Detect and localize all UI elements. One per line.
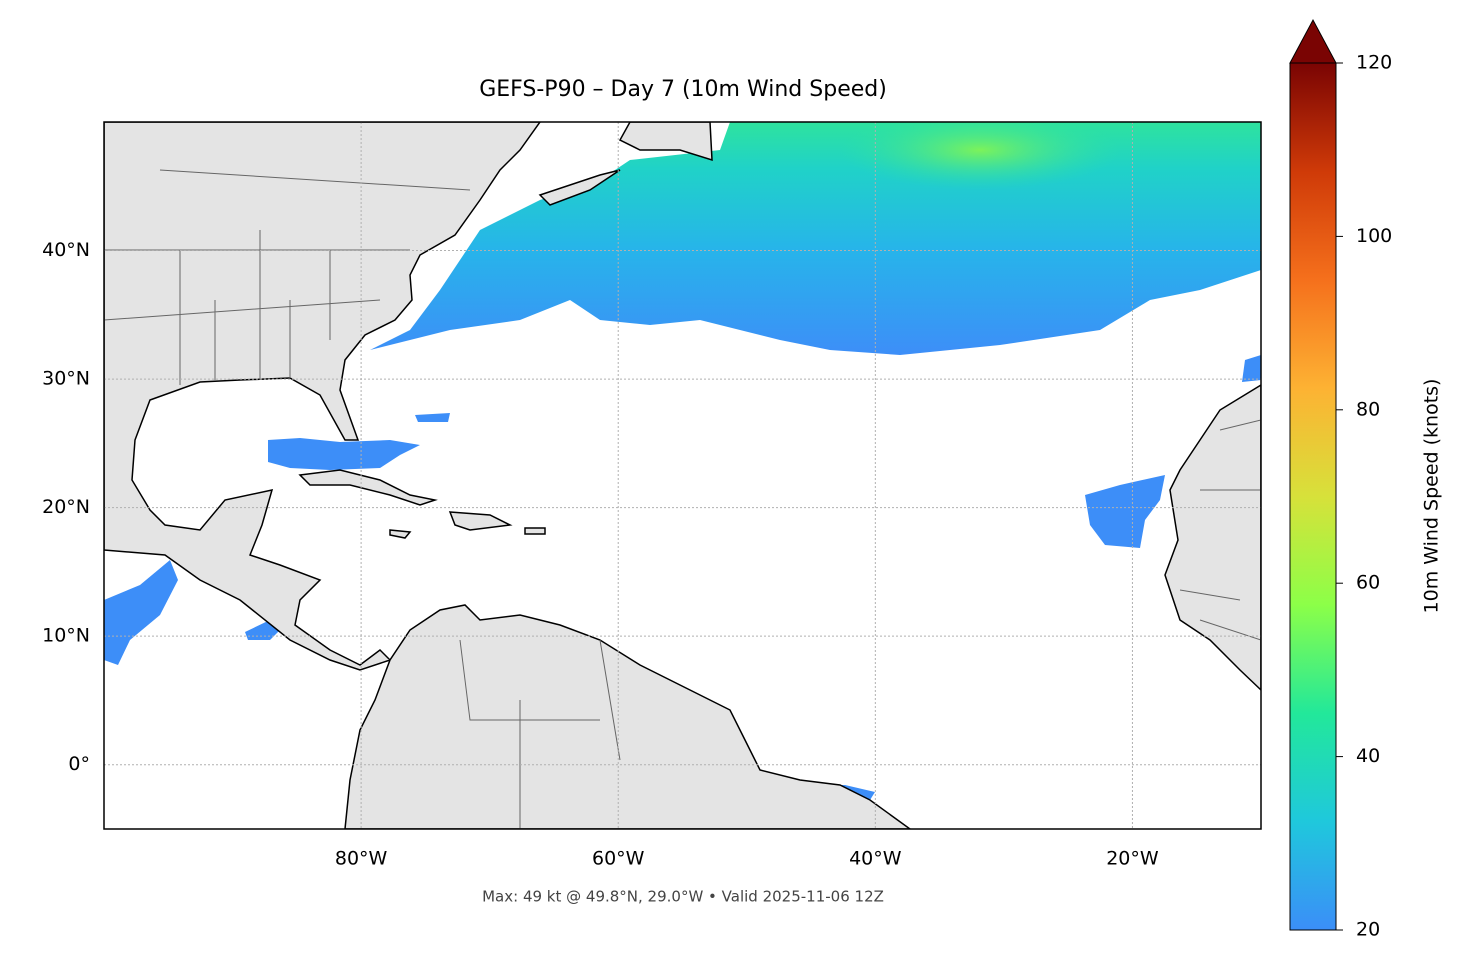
jamaica: [389, 529, 412, 539]
wind-region: [415, 413, 450, 422]
graticule: [104, 122, 1261, 829]
colorbar-tick-label: 100: [1356, 225, 1392, 247]
africa: [1164, 384, 1261, 692]
map-frame: [103, 121, 1262, 830]
wind-region: [1085, 475, 1165, 548]
colorbar-tick-label: 60: [1356, 572, 1380, 594]
wind-region: [1242, 355, 1261, 382]
chart-title: GEFS-P90 – Day 7 (10m Wind Speed): [479, 77, 887, 102]
x-tick-label: 40°W: [849, 848, 902, 870]
newfoundland: [618, 122, 713, 162]
y-tick-label: 40°N: [42, 239, 90, 261]
wind-max-area: [840, 122, 1120, 190]
y-tick-label: 30°N: [42, 368, 90, 390]
nova-scotia: [538, 169, 621, 206]
x-tick-label: 20°W: [1106, 848, 1159, 870]
y-tick-label: 0°: [68, 753, 90, 775]
hispaniola: [448, 511, 513, 531]
y-tick-label: 20°N: [42, 496, 90, 518]
x-tick-label: 80°W: [335, 848, 388, 870]
puerto-rico: [524, 527, 546, 535]
cuba: [298, 469, 438, 506]
y-tick-label: 10°N: [42, 625, 90, 647]
x-tick-label: 60°W: [592, 848, 645, 870]
colorbar-tick-label: 40: [1356, 745, 1380, 767]
south-america: [344, 604, 912, 829]
colorbar-label: 10m Wind Speed (knots): [1421, 379, 1443, 614]
north-america: [104, 122, 541, 671]
colorbar: [1289, 62, 1337, 931]
wind-region: [268, 438, 420, 470]
colorbar-tick-label: 80: [1356, 398, 1380, 420]
colorbar-tick-label: 20: [1356, 919, 1380, 941]
wind-region: [104, 560, 178, 665]
land: [104, 122, 1261, 829]
annotation: Max: 49 kt @ 49.8°N, 29.0°W • Valid 2025…: [482, 888, 884, 906]
colorbar-extend: [1289, 18, 1337, 64]
map: [104, 122, 1261, 829]
colorbar-tick-label: 120: [1356, 52, 1392, 74]
